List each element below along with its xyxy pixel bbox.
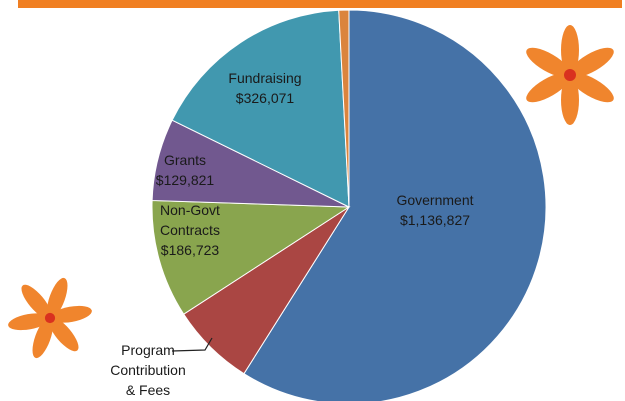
slice-label: Grants $129,821	[140, 150, 230, 190]
value-label: $326,071	[235, 90, 295, 106]
value-label: $129,821	[155, 172, 215, 188]
slice-label: Non-Govt Contracts $186,723	[150, 200, 230, 260]
pie-slice	[151, 199, 351, 315]
pie-slice	[171, 9, 350, 208]
category-label: Government	[396, 192, 474, 208]
category-label: Fundraising	[228, 70, 302, 86]
category-label: Non-Govt Contracts	[160, 202, 220, 238]
slice-label: Fundraising $326,071	[205, 68, 325, 108]
pie-slice	[243, 9, 547, 401]
flower-decoration	[526, 25, 614, 125]
category-label: Program Contribution & Fees	[110, 342, 186, 398]
pie-slice	[338, 9, 350, 208]
flower-decoration	[8, 277, 92, 359]
slice-label: Program Contribution & Fees	[108, 340, 188, 400]
category-label: Grants	[163, 152, 206, 168]
leader-line	[171, 337, 213, 352]
value-label: $186,723	[160, 242, 220, 258]
slice-label: Government $1,136,827	[375, 190, 495, 230]
top-bar	[18, 0, 622, 8]
value-label: $1,136,827	[399, 212, 471, 228]
